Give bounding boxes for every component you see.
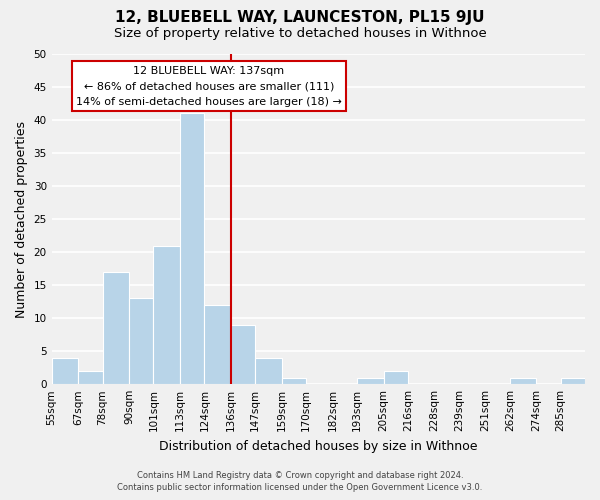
Text: 12 BLUEBELL WAY: 137sqm
← 86% of detached houses are smaller (111)
14% of semi-d: 12 BLUEBELL WAY: 137sqm ← 86% of detache…	[76, 66, 342, 107]
X-axis label: Distribution of detached houses by size in Withnoe: Distribution of detached houses by size …	[159, 440, 478, 452]
Bar	[510, 378, 536, 384]
Bar	[383, 371, 408, 384]
Bar	[255, 358, 282, 384]
Bar	[205, 305, 231, 384]
Bar	[560, 378, 585, 384]
Y-axis label: Number of detached properties: Number of detached properties	[15, 120, 28, 318]
Bar	[357, 378, 383, 384]
Text: 12, BLUEBELL WAY, LAUNCESTON, PL15 9JU: 12, BLUEBELL WAY, LAUNCESTON, PL15 9JU	[115, 10, 485, 25]
Bar	[103, 272, 129, 384]
Bar	[78, 371, 103, 384]
Bar	[231, 324, 255, 384]
Bar	[180, 114, 205, 384]
Bar	[154, 246, 180, 384]
Bar	[52, 358, 78, 384]
Text: Size of property relative to detached houses in Withnoe: Size of property relative to detached ho…	[113, 28, 487, 40]
Text: Contains HM Land Registry data © Crown copyright and database right 2024.
Contai: Contains HM Land Registry data © Crown c…	[118, 471, 482, 492]
Bar	[129, 298, 154, 384]
Bar	[282, 378, 306, 384]
